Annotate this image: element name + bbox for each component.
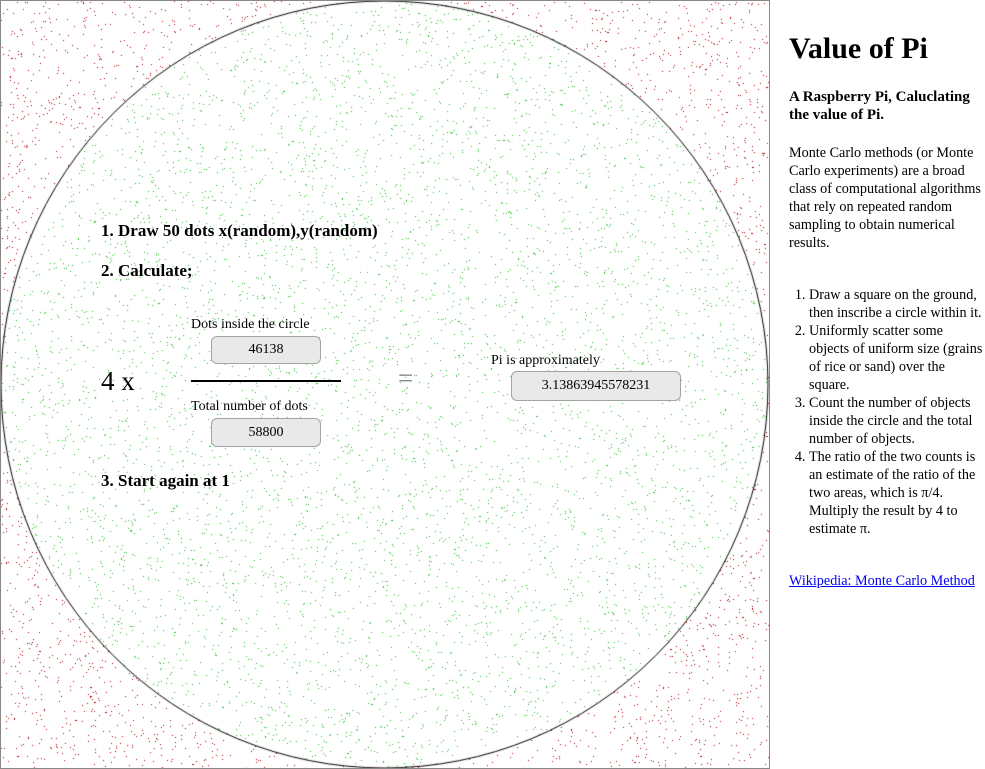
- subtitle: A Raspberry Pi, Caluclating the value of…: [789, 89, 970, 123]
- dots-inside-label: Dots inside the circle: [191, 317, 310, 332]
- list-item: The ratio of the two counts is an estima…: [809, 448, 983, 538]
- multiplier-label: 4 x: [101, 366, 135, 396]
- intro-paragraph: Monte Carlo methods (or Monte Carlo expe…: [789, 145, 981, 251]
- list-item: Count the number of objects inside the c…: [809, 394, 983, 448]
- pi-value: 3.13863945578231: [511, 371, 681, 401]
- dots-inside-value: 46138: [211, 336, 321, 364]
- info-sidebar: Value of Pi A Raspberry Pi, Caluclating …: [771, 0, 985, 769]
- step-draw-dots: 1. Draw 50 dots x(random),y(random): [101, 221, 378, 240]
- total-dots-value: 58800: [211, 418, 321, 447]
- list-item: Uniformly scatter some objects of unifor…: [809, 322, 983, 394]
- simulation-area: 1. Draw 50 dots x(random),y(random) 2. C…: [0, 0, 770, 769]
- method-steps-list: Draw a square on the ground, then inscri…: [789, 286, 983, 538]
- wikipedia-link[interactable]: Wikipedia: Monte Carlo Method: [789, 573, 975, 589]
- step-start-again: 3. Start again at 1: [101, 471, 230, 490]
- list-item: Draw a square on the ground, then inscri…: [809, 286, 983, 322]
- page-title: Value of Pi: [789, 32, 928, 65]
- equals-sign: =: [398, 363, 414, 393]
- fraction-line: [191, 380, 341, 382]
- step-calculate: 2. Calculate;: [101, 261, 193, 280]
- pi-approx-label: Pi is approximately: [491, 353, 600, 368]
- total-dots-label: Total number of dots: [191, 399, 308, 414]
